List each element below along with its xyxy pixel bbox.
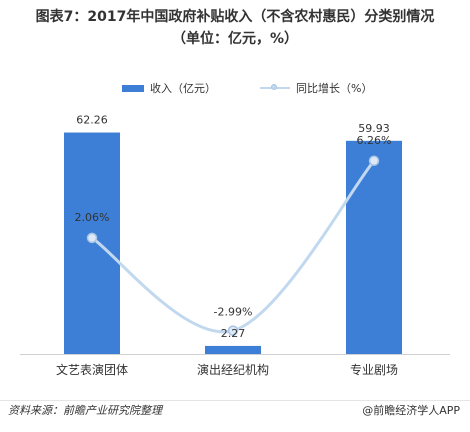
legend-bar-swatch <box>122 84 144 92</box>
brand-mark: @前瞻经济学人APP <box>362 404 460 417</box>
growth-markers <box>86 155 380 336</box>
line-value-labels: 2.06% -2.99% 6.26% <box>75 134 392 319</box>
source-note: 资料来源：前瞻产业研究院整理 <box>8 404 162 417</box>
category-label-2: 演出经纪机构 <box>197 362 269 377</box>
bar-1 <box>64 132 120 354</box>
legend-item-bar: 收入（亿元） <box>122 80 216 96</box>
growth-marker-3 <box>368 155 380 167</box>
bar-value-label-2: 2.27 <box>221 327 246 340</box>
bar-series <box>64 132 402 354</box>
footer-divider <box>0 400 470 401</box>
growth-value-label-3: 6.26% <box>357 134 392 147</box>
category-label-3: 专业剧场 <box>350 362 398 377</box>
chart-title: 图表7：2017年中国政府补贴收入（不含农村惠民）分类别情况 （单位：亿元，%） <box>0 6 470 50</box>
growth-marker-2 <box>227 325 239 336</box>
chart-title-line1: 图表7：2017年中国政府补贴收入（不含农村惠民）分类别情况 <box>35 9 435 25</box>
growth-marker-1 <box>86 232 98 244</box>
bar-value-label-1: 62.26 <box>76 114 108 127</box>
growth-value-label-2: -2.99% <box>214 306 253 319</box>
legend-item-line: 同比增长（%） <box>260 80 372 96</box>
bar-3 <box>346 140 402 354</box>
bar-value-labels: 62.26 2.27 59.93 <box>76 114 390 340</box>
chart-title-line2: （单位：亿元，%） <box>171 31 299 47</box>
growth-value-label-1: 2.06% <box>75 211 110 224</box>
legend-bar-label: 收入（亿元） <box>150 82 216 95</box>
legend: 收入（亿元） 同比增长（%） <box>0 80 470 96</box>
legend-line-swatch <box>260 84 290 90</box>
bar-value-label-3: 59.93 <box>358 122 390 135</box>
legend-line-label: 同比增长（%） <box>296 82 373 95</box>
bar-2 <box>205 345 261 354</box>
x-axis-tick-labels: 文艺表演团体 演出经纪机构 专业剧场 <box>56 362 398 377</box>
category-label-1: 文艺表演团体 <box>56 362 128 377</box>
footer: 资料来源：前瞻产业研究院整理 @前瞻经济学人APP <box>0 400 470 420</box>
chart-canvas: 62.26 2.27 59.93 2.06% -2.99% 6.26% 文艺表演团体 演出… <box>20 114 450 377</box>
